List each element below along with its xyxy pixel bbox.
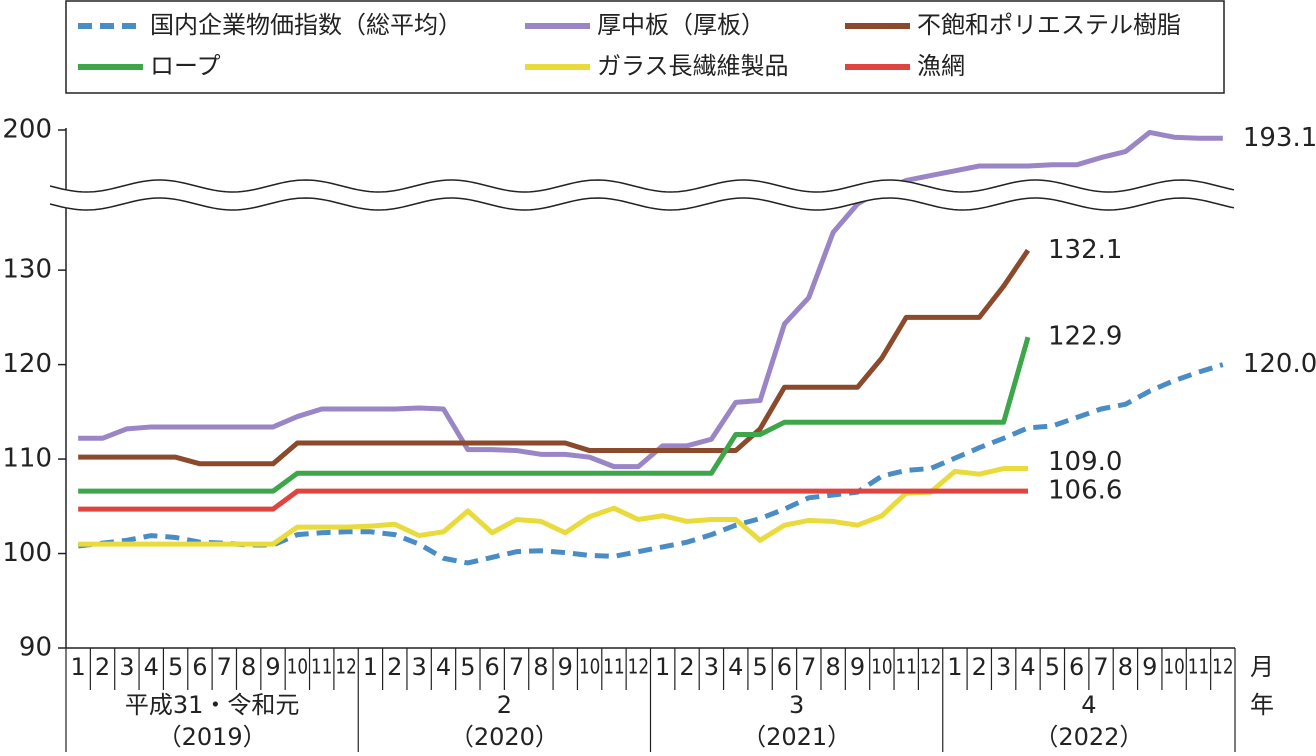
x-tick-label: 9 xyxy=(558,653,573,681)
legend-label: 国内企業物価指数（総平均） xyxy=(150,11,462,39)
y-tick-label: 200 xyxy=(2,115,52,145)
x-tick-label: 8 xyxy=(826,653,841,681)
x-tick-label: 10 xyxy=(579,655,600,679)
year-number: （2022） xyxy=(1034,723,1143,751)
x-tick-label: 5 xyxy=(460,653,475,681)
series-line xyxy=(78,466,1028,547)
year-label: 2 xyxy=(497,691,512,719)
year-number: （2019） xyxy=(158,723,267,751)
x-tick-label: 7 xyxy=(509,653,524,681)
x-tick-label: 8 xyxy=(533,653,548,681)
y-tick-label: 130 xyxy=(2,255,52,285)
x-tick-label: 7 xyxy=(1093,653,1108,681)
x-tick-label: 9 xyxy=(850,653,865,681)
x-tick-label: 4 xyxy=(436,653,451,681)
x-tick-label: 12 xyxy=(920,655,941,679)
x-tick-label: 9 xyxy=(265,653,280,681)
y-tick-label: 90 xyxy=(19,633,52,663)
x-tick-label: 5 xyxy=(168,653,183,681)
y-tick-label: 100 xyxy=(2,538,52,568)
x-tick-label: 10 xyxy=(1163,655,1184,679)
data-label: 106.6 xyxy=(1048,476,1122,506)
x-tick-label: 12 xyxy=(1212,655,1233,679)
x-tick-label: 5 xyxy=(1045,653,1060,681)
data-label: 120.0 xyxy=(1243,349,1316,379)
x-tick-label: 1 xyxy=(363,653,378,681)
year-label: 4 xyxy=(1081,691,1096,719)
x-tick-label: 3 xyxy=(119,653,134,681)
year-label: 平成31・令和元 xyxy=(125,691,300,719)
x-tick-label: 2 xyxy=(679,653,694,681)
y-tick-label: 120 xyxy=(2,349,52,379)
x-tick-label: 5 xyxy=(752,653,767,681)
year-number: （2020） xyxy=(450,723,559,751)
year-label: 3 xyxy=(789,691,804,719)
data-label: 109.0 xyxy=(1048,447,1122,477)
legend-label: 不飽和ポリエステル樹脂 xyxy=(917,11,1181,39)
x-tick-label: 3 xyxy=(704,653,719,681)
series-line xyxy=(78,129,1223,470)
x-tick-label: 6 xyxy=(485,653,500,681)
data-label: 193.1 xyxy=(1243,123,1316,153)
x-tick-label: 4 xyxy=(728,653,743,681)
axis-break-line xyxy=(49,179,1235,193)
x-tick-label: 12 xyxy=(335,655,356,679)
legend-label: 厚中板（厚板） xyxy=(597,11,765,39)
x-tick-label: 4 xyxy=(144,653,159,681)
data-label: 132.1 xyxy=(1048,235,1122,265)
x-tick-label: 11 xyxy=(1188,655,1209,679)
x-tick-label: 6 xyxy=(192,653,207,681)
x-tick-label: 12 xyxy=(628,655,649,679)
series-line xyxy=(78,488,1028,512)
legend-label: 漁網 xyxy=(917,52,965,80)
data-label: 122.9 xyxy=(1048,322,1122,352)
legend-label: ロープ xyxy=(150,52,221,80)
axis-break-line xyxy=(49,197,1235,211)
x-tick-label: 1 xyxy=(71,653,86,681)
y-tick-label: 110 xyxy=(2,444,52,474)
x-tick-label: 6 xyxy=(777,653,792,681)
legend-label: ガラス長繊維製品 xyxy=(597,52,789,80)
x-tick-label: 10 xyxy=(871,655,892,679)
x-tick-label: 4 xyxy=(1020,653,1035,681)
series-line xyxy=(77,362,1224,566)
x-tick-label: 10 xyxy=(287,655,308,679)
x-tick-label: 11 xyxy=(603,655,624,679)
x-tick-label: 11 xyxy=(311,655,332,679)
x-tick-label: 2 xyxy=(387,653,402,681)
x-tick-label: 1 xyxy=(947,653,962,681)
x-tick-label: 7 xyxy=(217,653,232,681)
series-line xyxy=(78,336,1031,494)
month-unit: 月 xyxy=(1250,653,1274,681)
series-line xyxy=(78,248,1031,467)
x-tick-label: 6 xyxy=(1069,653,1084,681)
x-tick-label: 3 xyxy=(411,653,426,681)
year-number: （2021） xyxy=(742,723,851,751)
x-tick-label: 1 xyxy=(655,653,670,681)
legend-box xyxy=(65,0,1225,94)
x-tick-label: 9 xyxy=(1142,653,1157,681)
x-tick-label: 8 xyxy=(241,653,256,681)
x-tick-label: 11 xyxy=(896,655,917,679)
x-tick-label: 8 xyxy=(1118,653,1133,681)
x-tick-label: 2 xyxy=(972,653,987,681)
x-tick-label: 7 xyxy=(801,653,816,681)
x-tick-label: 2 xyxy=(95,653,110,681)
x-tick-label: 3 xyxy=(996,653,1011,681)
year-unit: 年 xyxy=(1250,691,1274,719)
